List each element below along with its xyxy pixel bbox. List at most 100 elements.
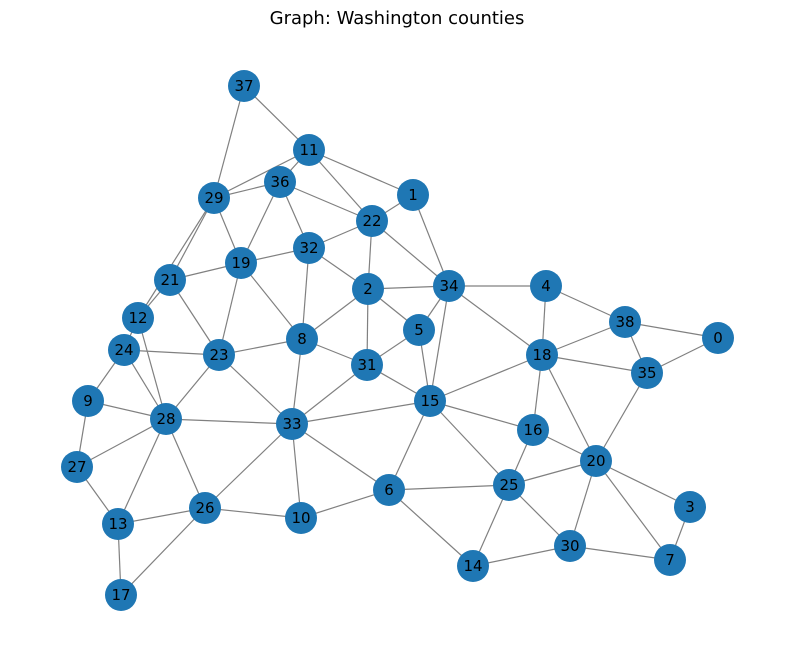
node-20: 20	[580, 445, 612, 477]
edge-28-27	[76, 418, 167, 468]
edge-22-34	[371, 220, 450, 287]
edge-20-7	[595, 460, 671, 561]
node-label: 16	[523, 421, 542, 439]
node-9: 9	[72, 385, 104, 417]
graph-title: Graph: Washington counties	[270, 8, 525, 29]
node-label: 31	[357, 356, 376, 374]
node-label: 38	[615, 313, 634, 331]
node-7: 7	[654, 544, 686, 576]
node-13: 13	[102, 508, 134, 540]
node-circle	[609, 306, 641, 338]
node-label: 30	[560, 537, 579, 555]
node-21: 21	[154, 264, 186, 296]
node-circle	[105, 579, 137, 611]
node-label: 35	[637, 364, 656, 382]
node-label: 26	[195, 499, 214, 517]
edge-18-35	[541, 354, 648, 374]
node-8: 8	[286, 323, 318, 355]
node-circle	[228, 70, 260, 102]
node-33: 33	[276, 408, 308, 440]
node-label: 25	[499, 476, 518, 494]
edge-30-7	[569, 545, 671, 561]
node-label: 28	[156, 410, 175, 428]
node-17: 17	[105, 579, 137, 611]
node-19: 19	[225, 247, 257, 279]
node-label: 2	[363, 280, 373, 298]
node-circle	[702, 322, 734, 354]
node-label: 14	[463, 557, 482, 575]
node-circle	[102, 508, 134, 540]
node-35: 35	[631, 357, 663, 389]
node-circle	[530, 270, 562, 302]
edge-15-25	[429, 400, 510, 486]
node-circle	[122, 302, 154, 334]
node-38: 38	[609, 306, 641, 338]
node-32: 32	[293, 232, 325, 264]
node-circle	[198, 182, 230, 214]
node-30: 30	[554, 530, 586, 562]
edge-6-25	[388, 484, 510, 491]
edge-15-16	[429, 400, 534, 431]
node-circle	[276, 408, 308, 440]
node-15: 15	[414, 385, 446, 417]
edge-11-29	[213, 149, 310, 199]
edge-28-13	[117, 418, 167, 525]
node-3: 3	[674, 491, 706, 523]
node-24: 24	[108, 334, 140, 366]
node-circle	[72, 385, 104, 417]
edge-12-28	[137, 317, 167, 420]
node-23: 23	[203, 339, 235, 371]
node-circle	[108, 334, 140, 366]
node-circle	[457, 550, 489, 582]
node-circle	[554, 530, 586, 562]
edge-28-26	[165, 418, 206, 509]
edge-layer	[76, 85, 719, 596]
node-label: 6	[384, 481, 394, 499]
node-circle	[580, 445, 612, 477]
edge-34-18	[448, 285, 543, 356]
node-circle	[654, 544, 686, 576]
node-label: 22	[362, 212, 381, 230]
node-label: 29	[204, 189, 223, 207]
node-circle	[61, 451, 93, 483]
node-label: 4	[541, 277, 551, 295]
node-circle	[264, 166, 296, 198]
node-16: 16	[517, 414, 549, 446]
node-circle	[203, 339, 235, 371]
node-label: 11	[299, 141, 318, 159]
node-31: 31	[351, 349, 383, 381]
node-11: 11	[293, 134, 325, 166]
edge-28-33	[165, 418, 293, 425]
node-2: 2	[352, 273, 384, 305]
edge-34-15	[429, 285, 450, 402]
node-circle	[403, 314, 435, 346]
node-label: 7	[665, 551, 675, 569]
node-label: 32	[299, 239, 318, 257]
node-29: 29	[198, 182, 230, 214]
node-label: 36	[270, 173, 289, 191]
node-circle	[414, 385, 446, 417]
edge-20-3	[595, 460, 691, 508]
edge-26-10	[204, 507, 302, 519]
edge-11-1	[308, 149, 414, 196]
node-14: 14	[457, 550, 489, 582]
node-circle	[674, 491, 706, 523]
node-label: 21	[160, 271, 179, 289]
node-circle	[286, 323, 318, 355]
edge-33-6	[291, 423, 390, 491]
node-34: 34	[433, 270, 465, 302]
node-0: 0	[702, 322, 734, 354]
node-26: 26	[189, 492, 221, 524]
node-circle	[397, 179, 429, 211]
node-circle	[352, 273, 384, 305]
node-5: 5	[403, 314, 435, 346]
node-label: 8	[297, 330, 307, 348]
node-label: 10	[291, 509, 310, 527]
edge-19-8	[240, 262, 303, 340]
edge-23-33	[218, 354, 293, 425]
edge-37-29	[213, 85, 245, 199]
node-25: 25	[493, 469, 525, 501]
node-label: 12	[128, 309, 147, 327]
edge-6-14	[388, 489, 474, 567]
